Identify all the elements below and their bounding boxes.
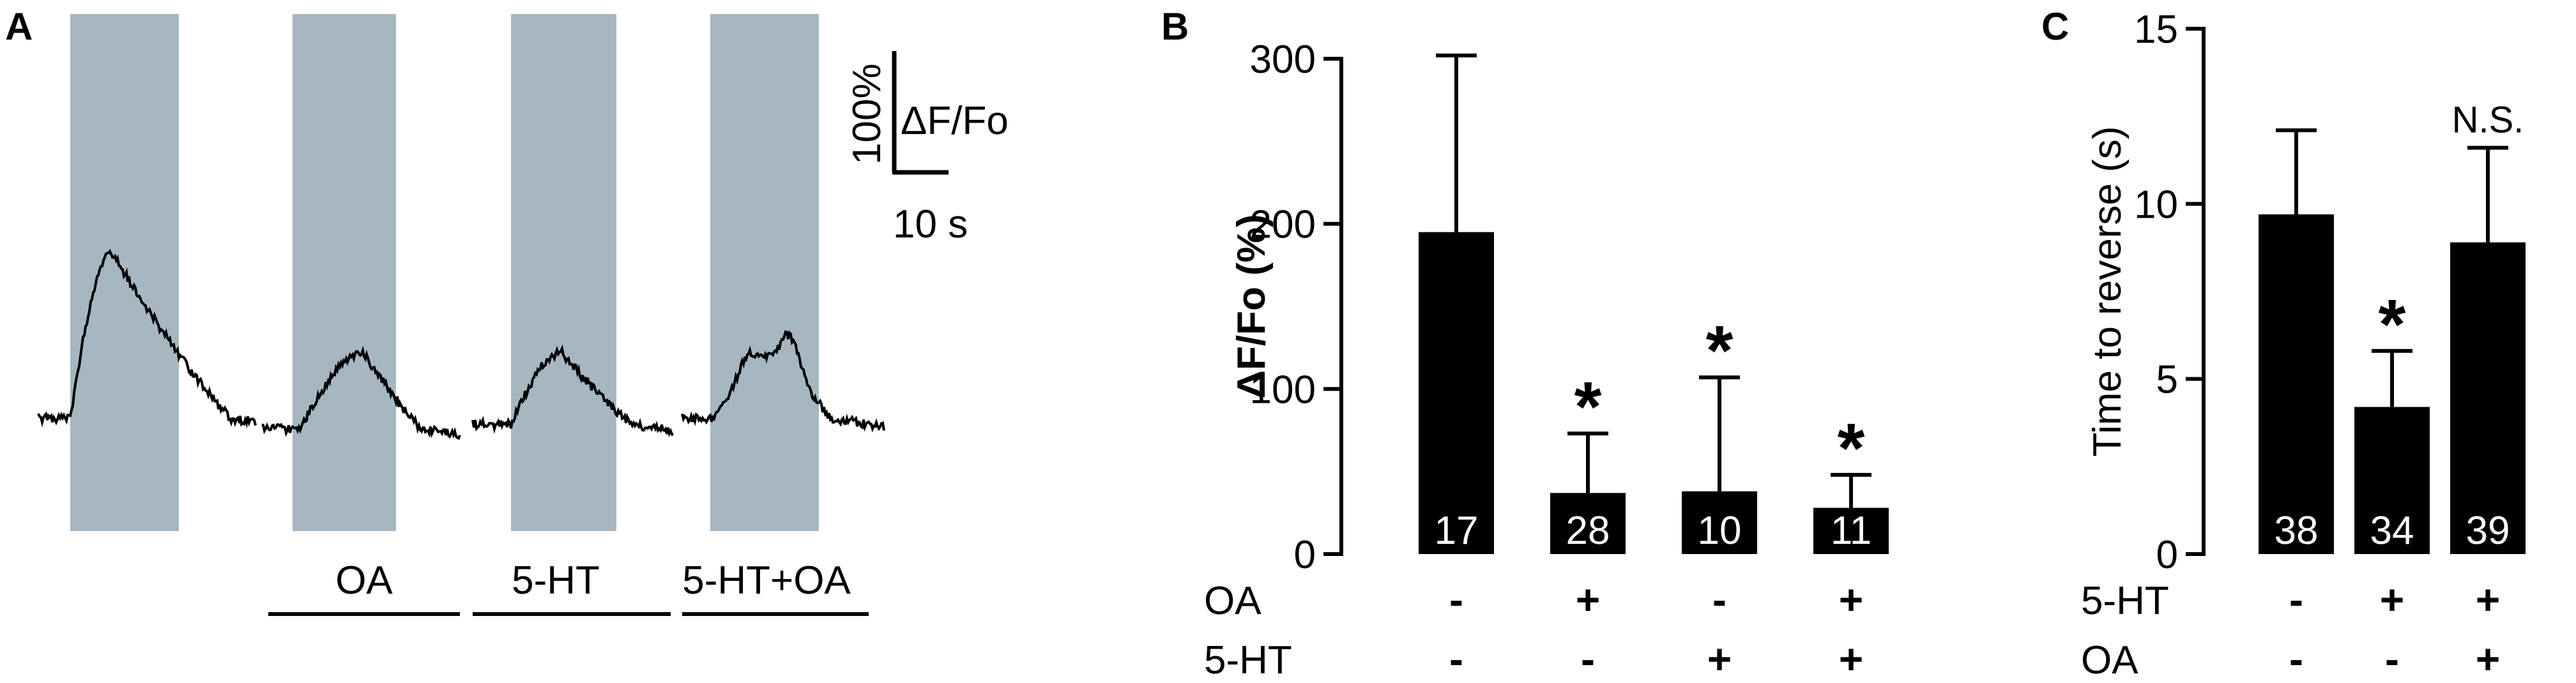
panel-a: A 100% ΔF/Fo 10 s OA 5-HT 5-HT+OA xyxy=(5,5,1009,616)
y-tick-label: 5 xyxy=(2156,358,2178,402)
significance-marker: * xyxy=(1574,368,1602,446)
y-axis-label: Time to reverse (s) xyxy=(2085,126,2130,457)
condition-row-label: OA xyxy=(1204,579,1261,623)
bar xyxy=(1550,493,1626,554)
trace-condition-label: 5-HT xyxy=(512,559,600,603)
bar xyxy=(1813,507,1889,554)
y-tick-label: 0 xyxy=(1294,533,1316,577)
bar-n-label: 11 xyxy=(1831,509,1871,553)
condition-sign: - xyxy=(2289,576,2303,623)
trace-condition-label: 5-HT+OA xyxy=(682,559,851,603)
condition-sign: + xyxy=(1839,576,1864,623)
trace-condition-label: OA xyxy=(335,559,393,603)
scale-bar-y-unit: ΔF/Fo xyxy=(901,99,1009,143)
y-tick-label: 300 xyxy=(1250,38,1316,82)
bar-n-label: 10 xyxy=(1698,509,1742,553)
calcium-trace xyxy=(681,330,885,433)
y-tick-label: 15 xyxy=(2134,8,2178,52)
bar-n-label: 28 xyxy=(1566,509,1610,553)
condition-labels: OA 5-HT 5-HT+OA xyxy=(268,559,869,616)
significance-marker: * xyxy=(1706,311,1734,390)
significance-marker: * xyxy=(1838,409,1865,488)
bar-n-label: 39 xyxy=(2466,509,2510,553)
condition-sign: + xyxy=(1576,576,1601,623)
scale-bar: 100% ΔF/Fo 10 s xyxy=(845,51,1009,246)
stimulus-period-shading xyxy=(70,14,179,531)
panel-b-letter: B xyxy=(1161,5,1189,48)
scale-bar-y-label: 100% xyxy=(845,63,889,165)
panel-b: B 0 100 200 300 ΔF/Fo (%) 17 28 * 10 * 11 * OA - + - +5-… xyxy=(1161,5,1889,682)
significance-marker: * xyxy=(2379,285,2406,364)
calcium-trace xyxy=(261,345,461,440)
y-tick-label: 10 xyxy=(2134,183,2178,227)
panel-c: C 0 5 10 15 Time to reverse (s) 38 34 * 39 N.S. 5-… xyxy=(2041,5,2526,682)
scale-bar-x-label: 10 s xyxy=(893,202,968,246)
condition-row-label: 5-HT xyxy=(1204,638,1292,682)
significance-marker: N.S. xyxy=(2452,100,2524,141)
stimulus-period-shading xyxy=(293,14,396,531)
calcium-trace xyxy=(37,248,257,429)
bar-chart-c: 0 5 10 15 Time to reverse (s) 38 34 * 39 N.S. 5-HT… xyxy=(2081,8,2526,682)
panel-a-letter: A xyxy=(5,5,33,48)
condition-sign: - xyxy=(2289,635,2303,682)
calcium-trace-group xyxy=(37,248,885,440)
stimulus-shading-group xyxy=(70,14,819,531)
stimulus-period-shading xyxy=(710,14,819,531)
bar xyxy=(1419,232,1494,554)
bar-chart-b: 0 100 200 300 ΔF/Fo (%) 17 28 * 10 * 11 * OA - + - +5-HT… xyxy=(1204,38,1889,682)
condition-sign: + xyxy=(2476,576,2501,623)
condition-sign: + xyxy=(1839,635,1864,682)
condition-sign: + xyxy=(2476,635,2501,682)
bar-n-label: 38 xyxy=(2275,509,2319,553)
bar-n-label: 34 xyxy=(2370,509,2414,553)
y-tick-label: 200 xyxy=(1250,203,1316,247)
stimulus-period-shading xyxy=(511,14,616,531)
y-axis-label: ΔF/Fo (%) xyxy=(1230,214,1274,398)
y-tick-label: 100 xyxy=(1250,368,1316,412)
panel-c-letter: C xyxy=(2041,5,2069,48)
condition-sign: - xyxy=(1712,576,1726,623)
condition-sign: - xyxy=(1449,576,1463,623)
bar xyxy=(1682,491,1757,554)
y-tick-label: 0 xyxy=(2156,533,2178,577)
bar xyxy=(2354,407,2430,554)
condition-sign: + xyxy=(1707,635,1732,682)
condition-row-label: 5-HT xyxy=(2081,579,2169,623)
condition-sign: - xyxy=(2385,635,2399,682)
condition-sign: - xyxy=(1449,635,1463,682)
bar xyxy=(2450,242,2526,554)
condition-sign: + xyxy=(2380,576,2405,623)
bar-n-label: 17 xyxy=(1435,509,1479,553)
bar xyxy=(2259,214,2334,554)
condition-row-label: OA xyxy=(2081,638,2138,682)
condition-sign: - xyxy=(1581,635,1595,682)
calcium-trace xyxy=(471,344,674,437)
